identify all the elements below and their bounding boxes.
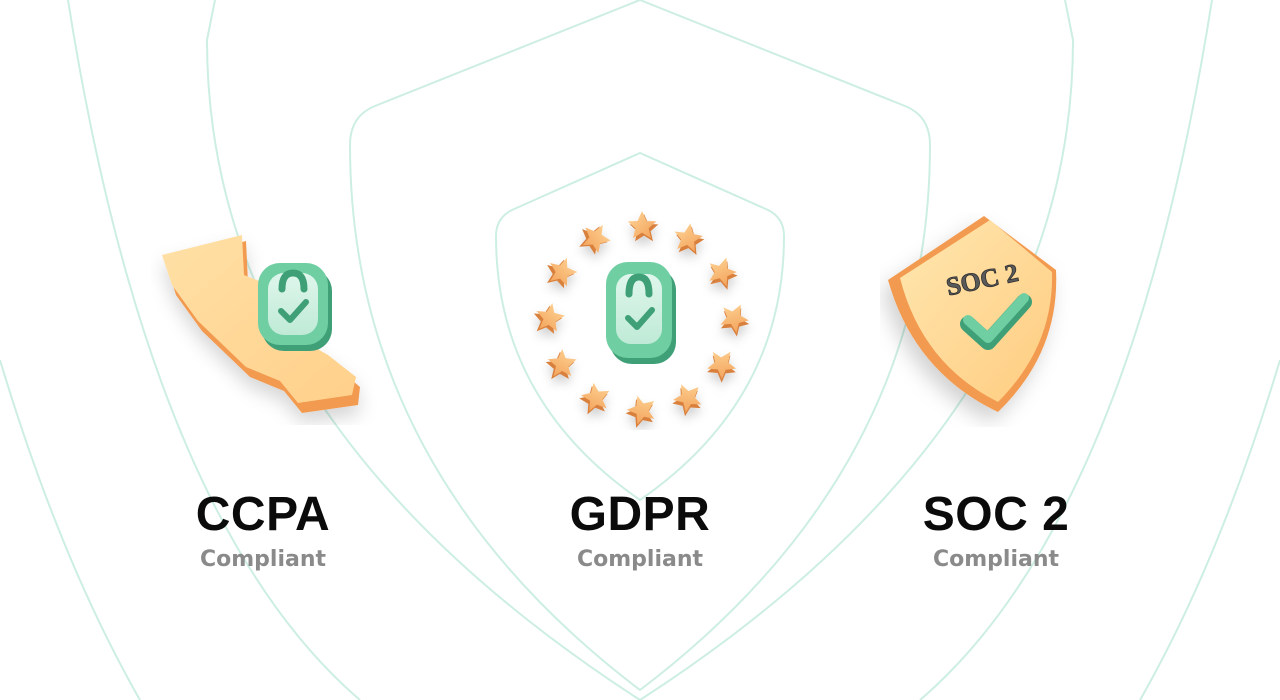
star-icon: [544, 345, 581, 385]
star-icon: [671, 221, 706, 256]
star-icon: [622, 389, 663, 430]
star-icon: [704, 253, 741, 292]
star-icon: [578, 222, 614, 257]
eu-stars-lock-icon: [533, 211, 754, 430]
gdpr-subtitle: Compliant: [576, 547, 704, 572]
soc2-subtitle: Compliant: [932, 547, 1060, 572]
star-icon: [715, 298, 754, 339]
ccpa-subtitle: Compliant: [199, 547, 327, 572]
star-icon: [668, 376, 709, 420]
soc2-badge: SOC 2 Compliant: [836, 489, 1156, 573]
gdpr-title: GDPR: [569, 488, 711, 541]
california-lock-icon: [162, 235, 360, 413]
star-icon: [627, 211, 659, 242]
star-icon: [533, 301, 568, 337]
star-icon: [547, 257, 578, 289]
ccpa-badge: CCPA Compliant: [103, 489, 423, 573]
ccpa-title: CCPA: [195, 488, 331, 541]
gdpr-badge: GDPR Compliant: [480, 489, 800, 573]
soc2-shield-icon: SOC 2: [888, 216, 1057, 412]
soc2-title: SOC 2: [922, 488, 1070, 541]
star-icon: [702, 343, 743, 386]
star-icon: [576, 378, 616, 420]
